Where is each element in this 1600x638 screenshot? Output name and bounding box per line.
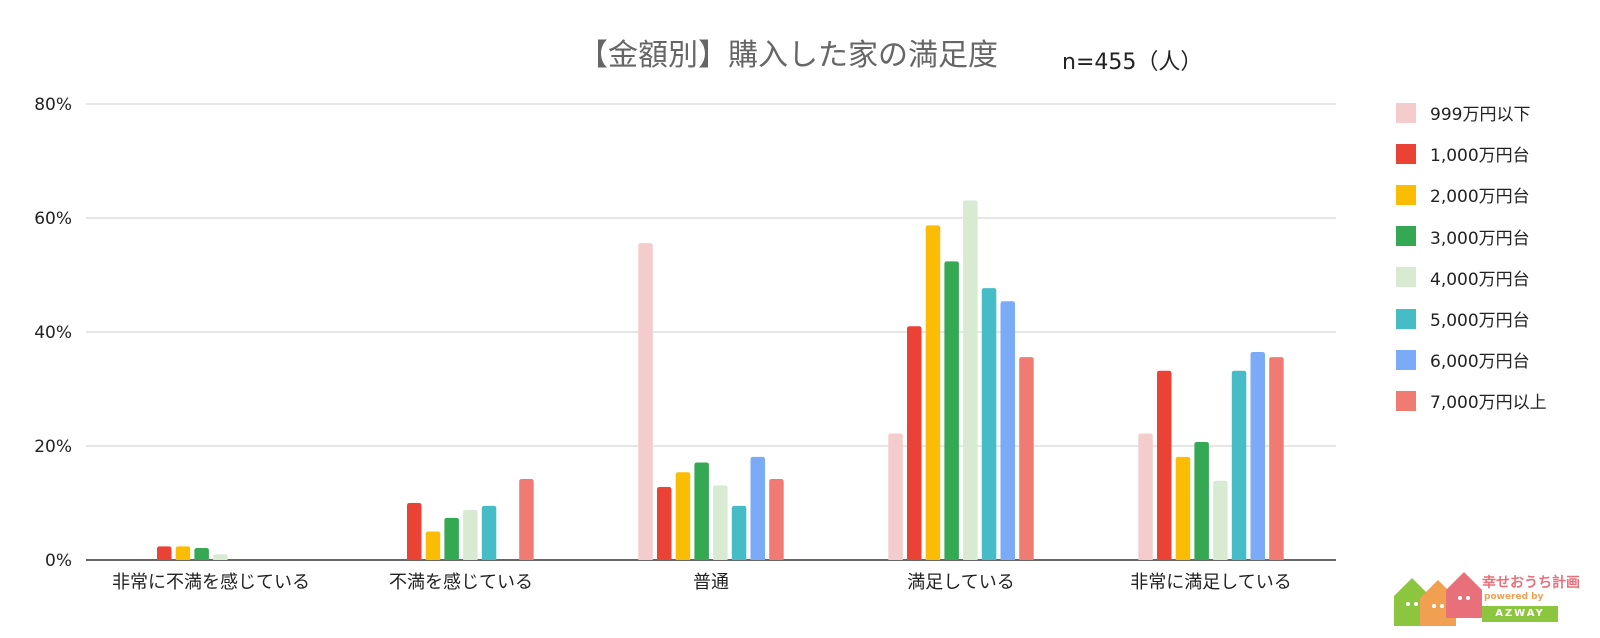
bar (1231, 370, 1247, 560)
y-axis-ticks: 0% 20% 40% 60% 80% (34, 95, 72, 571)
y-tick-label: 60% (34, 209, 72, 229)
legend-label: 5,000万円台 (1430, 311, 1530, 332)
bar (1213, 480, 1228, 560)
bar (407, 503, 422, 560)
bar (981, 288, 997, 560)
legend-item: 4,000万円台 (1396, 257, 1547, 298)
y-tick-label: 20% (34, 437, 72, 457)
bar (1250, 351, 1265, 560)
logo-badge: AZWAY (1482, 606, 1558, 622)
legend-item: 3,000万円台 (1396, 216, 1547, 257)
x-tick-label: 非常に満足している (1130, 572, 1291, 593)
bar (750, 456, 765, 560)
legend-swatch (1396, 390, 1416, 411)
chart-sample-size: n=455（人） (1062, 50, 1203, 75)
bar (194, 548, 209, 560)
bar (213, 554, 228, 560)
bar (519, 479, 534, 560)
brand-logo: 幸せおうち計画 powered by AZWAY (1390, 568, 1590, 630)
bar (963, 200, 978, 560)
bar (1019, 357, 1034, 560)
bar (731, 505, 747, 560)
bar (675, 472, 691, 560)
bar (157, 546, 172, 560)
legend-item: 999万円以下 (1396, 92, 1547, 133)
bar (1000, 301, 1015, 560)
legend-swatch (1396, 226, 1416, 247)
bar (888, 433, 903, 560)
chart-title: 【金額別】購入した家の満足度 (578, 38, 998, 73)
legend-label: 4,000万円台 (1430, 269, 1530, 290)
legend-swatch (1396, 184, 1416, 205)
bar (444, 517, 459, 560)
bar (713, 485, 728, 560)
grid-lines (86, 103, 1336, 561)
legend-item: 7,000万円以上 (1396, 380, 1547, 421)
x-axis-ticks: 非常に不満を感じている 不満を感じている 普通 満足している 非常に満足している (112, 572, 1292, 593)
x-tick-label: 普通 (693, 572, 729, 593)
bar (907, 326, 922, 560)
logo-name: 幸せおうち計画 (1482, 575, 1580, 591)
bar (1194, 442, 1209, 560)
legend-swatch (1396, 308, 1416, 329)
logo-powered-by: powered by (1484, 592, 1544, 602)
legend-swatch (1396, 267, 1416, 288)
bar (638, 243, 653, 560)
bar (657, 487, 672, 560)
bar (481, 505, 497, 560)
bars (157, 200, 1284, 560)
x-tick-label: 満足している (907, 572, 1014, 593)
legend-swatch (1396, 143, 1416, 164)
house-logo-icon (1394, 572, 1482, 626)
legend-label: 7,000万円以上 (1430, 393, 1547, 414)
legend-label: 999万円以下 (1430, 105, 1531, 126)
legend-label: 2,000万円台 (1430, 187, 1530, 208)
legend-item: 5,000万円台 (1396, 298, 1547, 339)
legend-item: 1,000万円台 (1396, 133, 1547, 174)
legend-label: 6,000万円台 (1430, 352, 1530, 373)
bar (463, 509, 478, 560)
legend: 999万円以下 1,000万円台 2,000万円台 3,000万円台 4,000万円台 5… (1396, 92, 1547, 422)
bar (925, 225, 941, 560)
bar (1269, 357, 1284, 560)
legend-label: 1,000万円台 (1430, 146, 1530, 167)
legend-swatch (1396, 102, 1416, 123)
x-tick-label: 不満を感じている (389, 572, 533, 593)
bar (175, 546, 191, 560)
y-tick-label: 80% (34, 95, 72, 115)
bar (425, 531, 441, 560)
bar (944, 261, 959, 560)
bar (694, 462, 709, 560)
legend-item: 2,000万円台 (1396, 174, 1547, 215)
y-tick-label: 40% (34, 323, 72, 343)
legend-label: 3,000万円台 (1430, 228, 1530, 249)
bar (1157, 370, 1172, 560)
bar (769, 479, 784, 560)
y-tick-label: 0% (45, 551, 72, 571)
bar (1175, 456, 1191, 560)
legend-item: 6,000万円台 (1396, 339, 1547, 380)
bar (1138, 433, 1153, 560)
legend-swatch (1396, 349, 1416, 370)
x-tick-label: 非常に不満を感じている (112, 572, 310, 593)
